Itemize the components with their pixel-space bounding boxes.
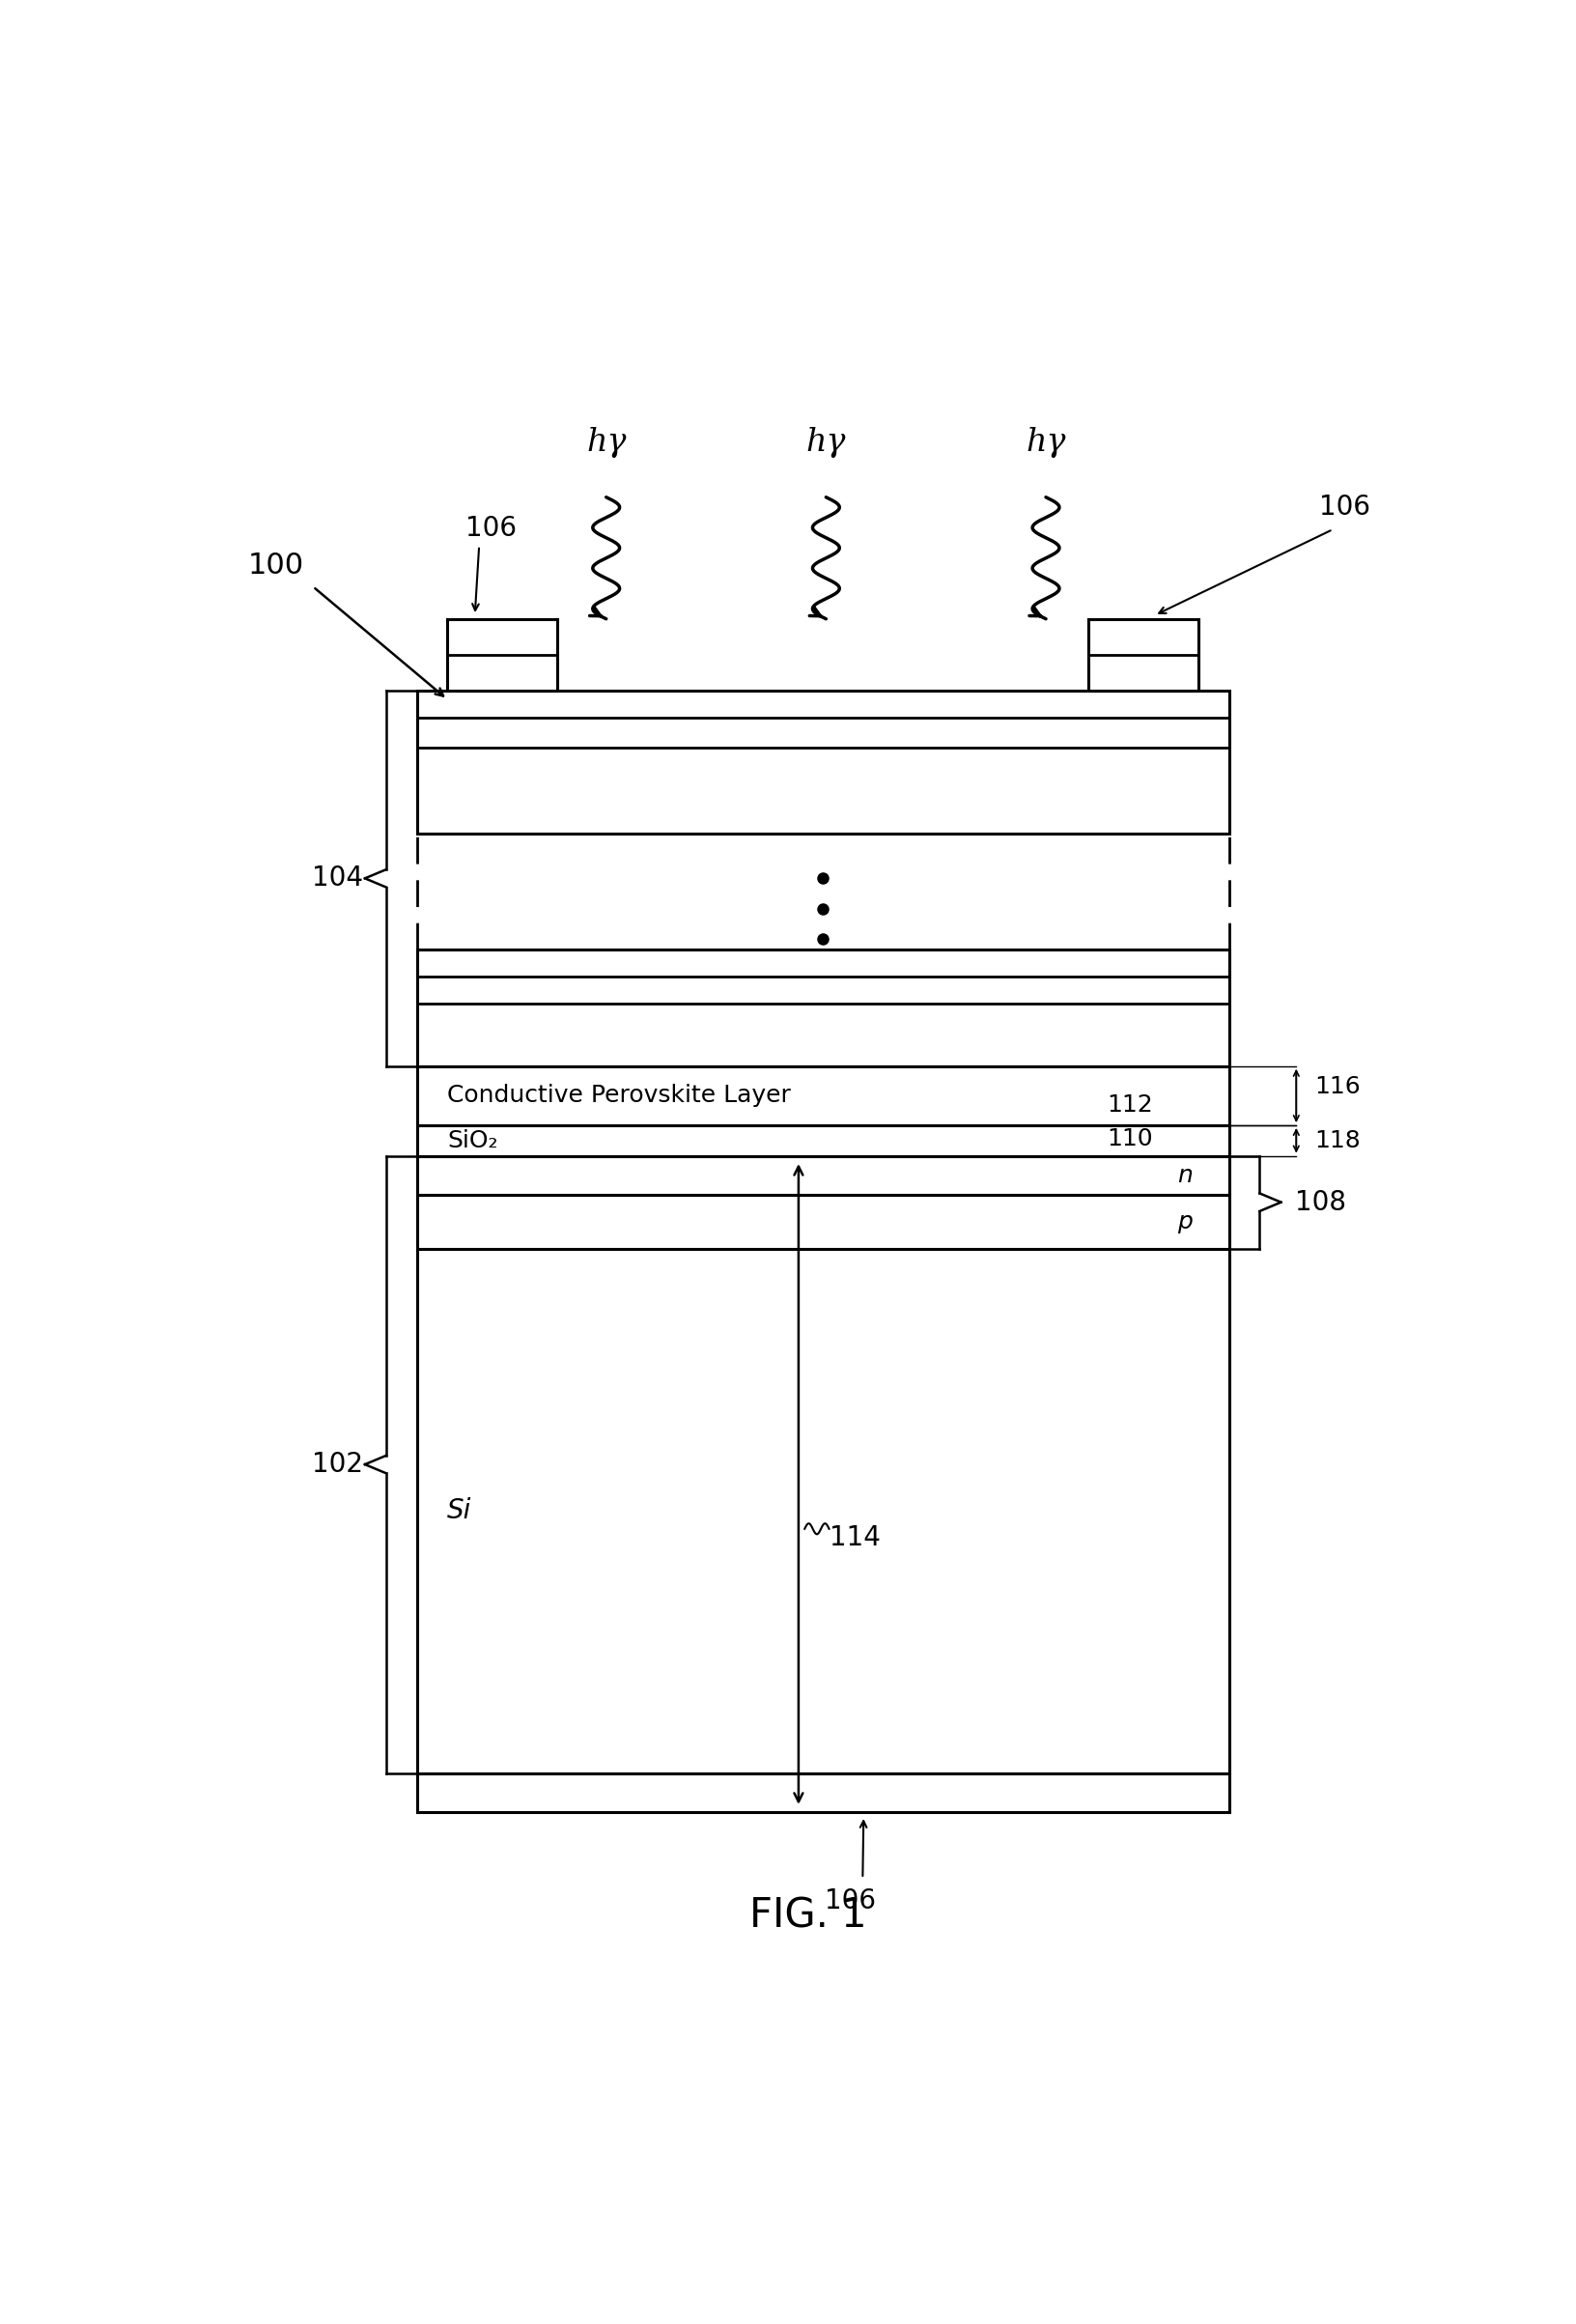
Text: 106: 106 — [1319, 493, 1371, 521]
Bar — [416, 1155, 1229, 1195]
Text: p: p — [1177, 1211, 1193, 1234]
Text: 114: 114 — [829, 1525, 879, 1552]
Text: Conductive Perovskite Layer: Conductive Perovskite Layer — [448, 1085, 791, 1106]
Text: FIG. 1: FIG. 1 — [749, 1896, 867, 1936]
Bar — [416, 951, 1229, 1067]
Bar — [448, 618, 558, 690]
Bar — [416, 1067, 1229, 1125]
Text: SiO₂: SiO₂ — [448, 1129, 498, 1153]
Text: 108: 108 — [1295, 1190, 1346, 1215]
Text: hγ: hγ — [586, 428, 626, 458]
Text: 110: 110 — [1106, 1127, 1154, 1150]
Text: 106: 106 — [824, 1887, 876, 1915]
Text: 102: 102 — [312, 1450, 362, 1478]
Bar — [416, 1773, 1229, 1813]
Text: 106: 106 — [466, 516, 517, 541]
Text: 116: 116 — [1314, 1076, 1360, 1099]
Text: hγ: hγ — [805, 428, 846, 458]
Bar — [416, 1248, 1229, 1773]
Text: 118: 118 — [1314, 1129, 1360, 1153]
Bar — [416, 1195, 1229, 1248]
Bar — [416, 1125, 1229, 1155]
Text: hγ: hγ — [1026, 428, 1065, 458]
Text: 100: 100 — [249, 551, 304, 579]
Text: n: n — [1177, 1164, 1193, 1188]
Text: 112: 112 — [1106, 1092, 1154, 1116]
Text: Si: Si — [448, 1497, 471, 1525]
Text: 104: 104 — [312, 865, 362, 892]
Bar — [1089, 618, 1198, 690]
Bar — [416, 690, 1229, 834]
